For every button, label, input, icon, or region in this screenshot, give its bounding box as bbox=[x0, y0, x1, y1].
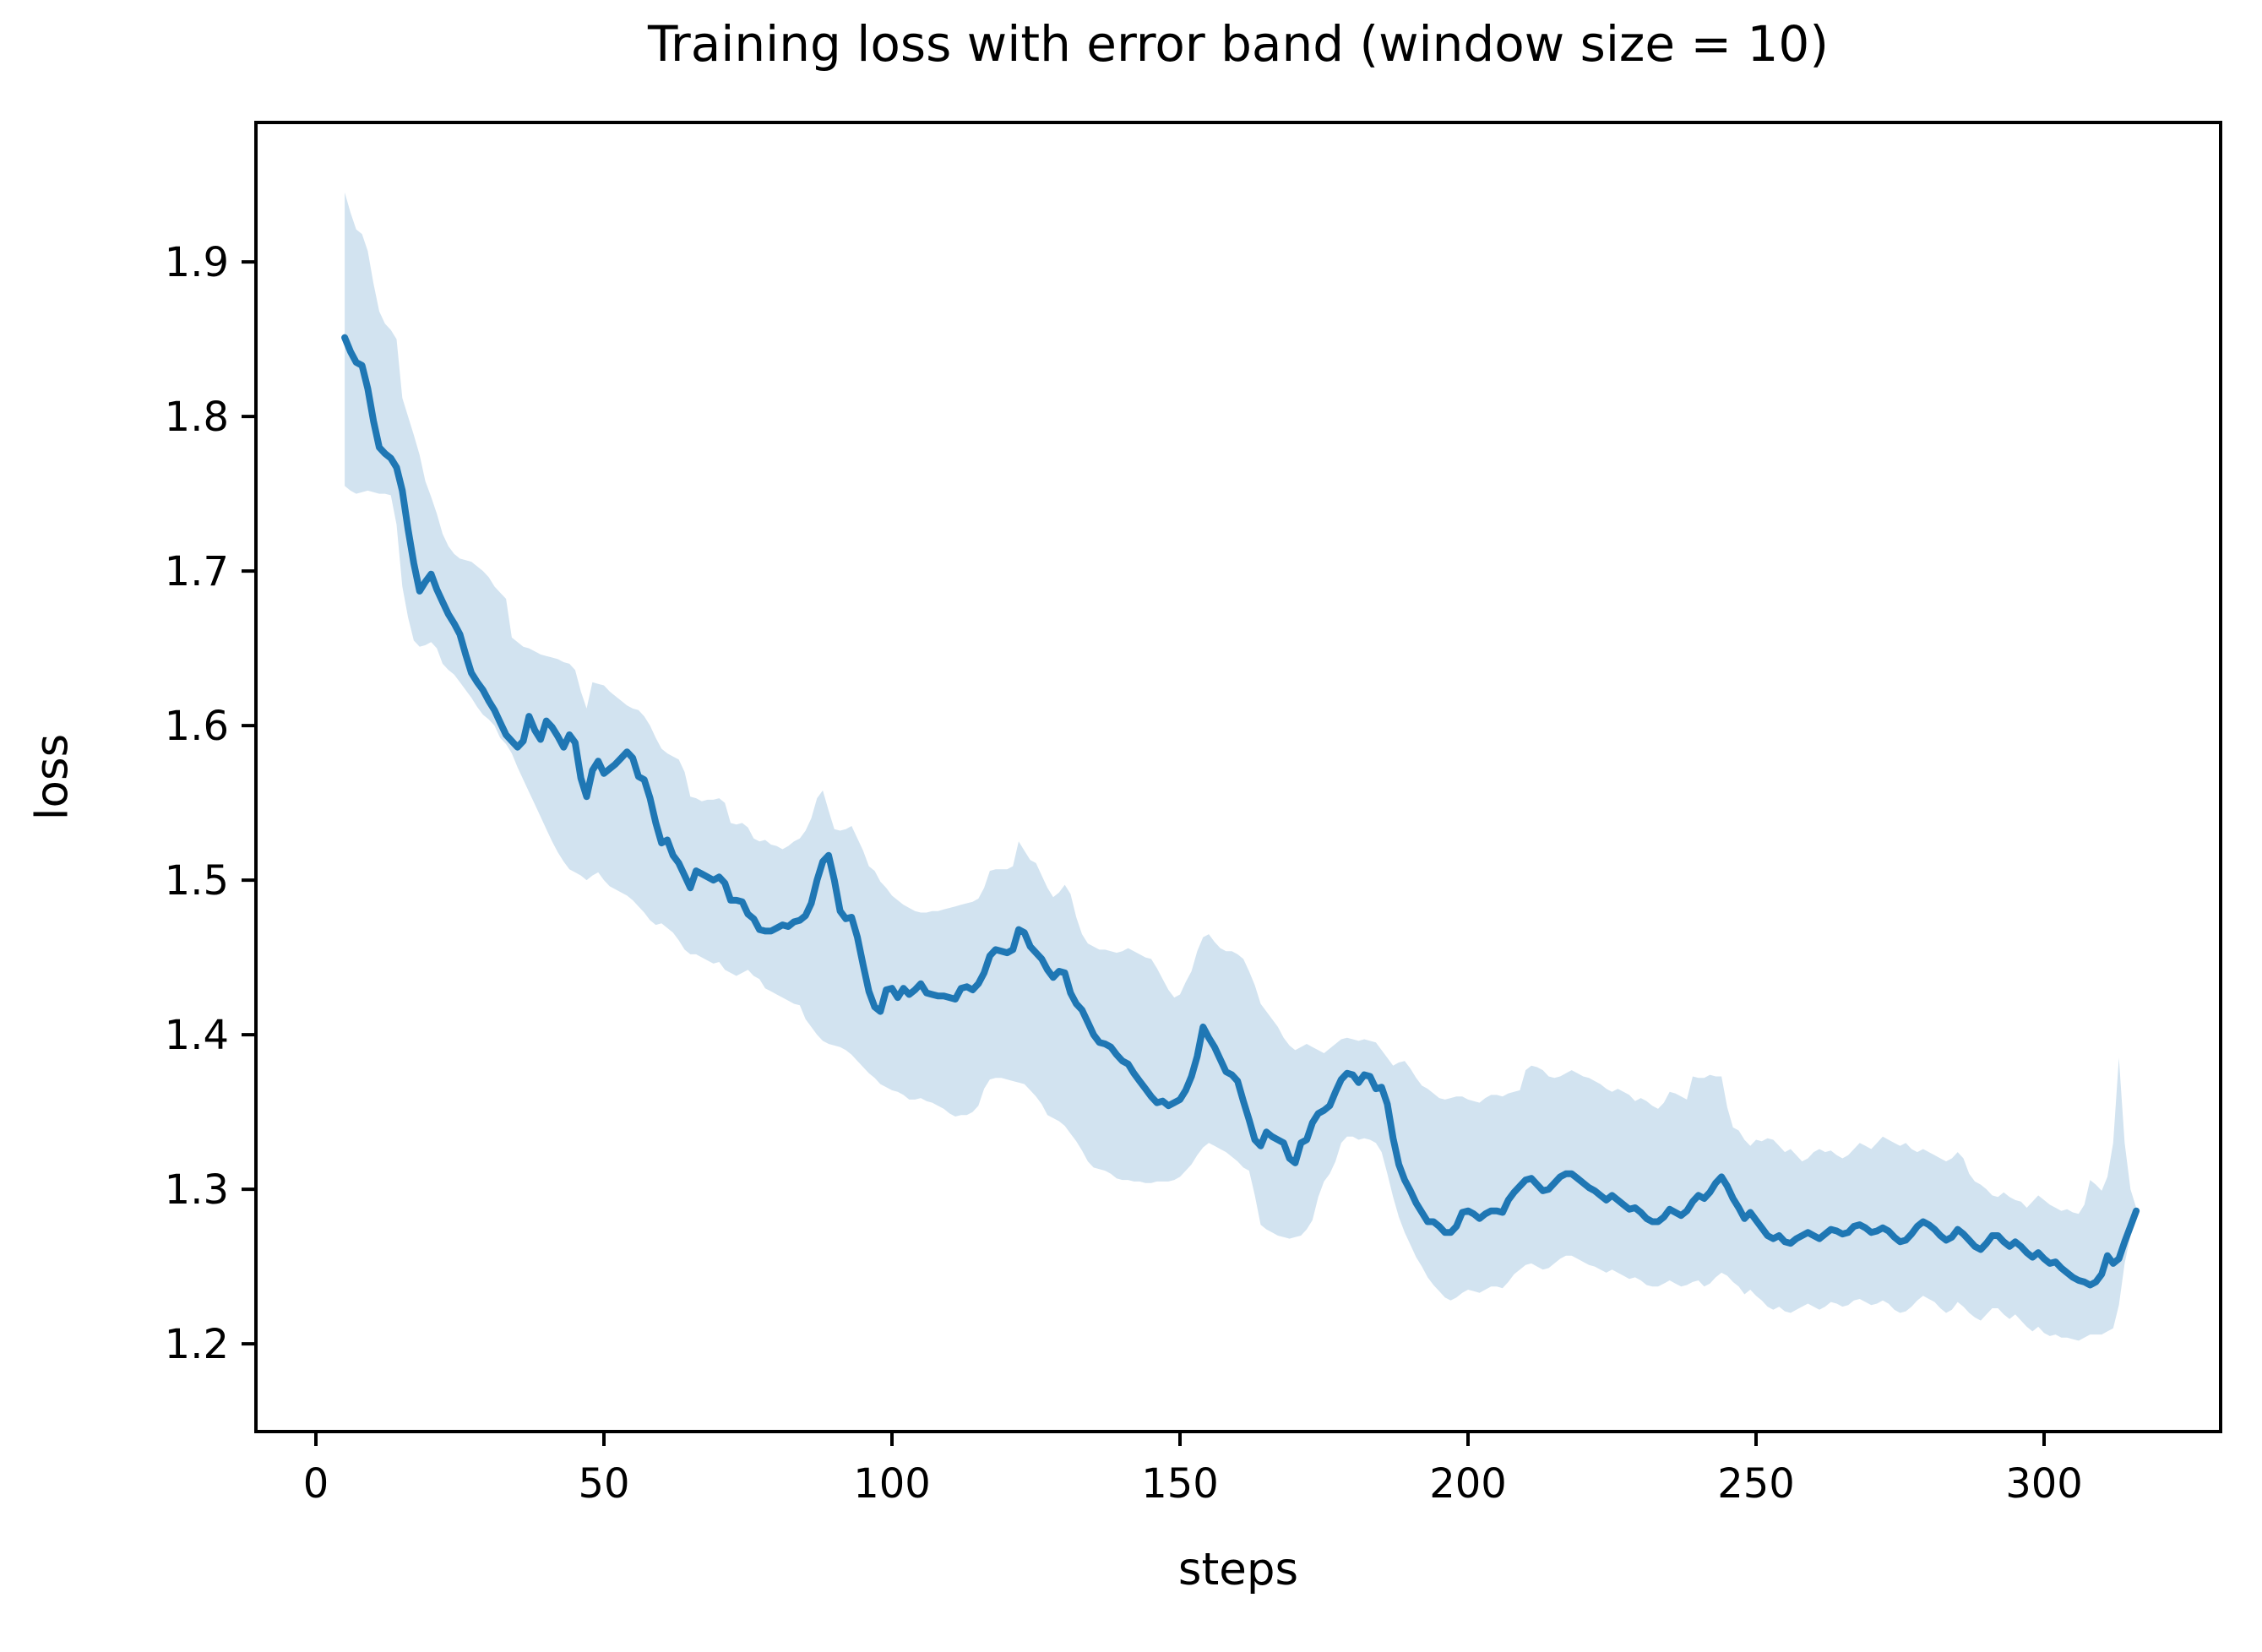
training-loss-line bbox=[341, 334, 2140, 1289]
axes-frame bbox=[254, 121, 2222, 1433]
y-tick-label: 1.6 bbox=[165, 703, 229, 750]
y-tick-label: 1.9 bbox=[165, 239, 229, 286]
x-tick-label: 150 bbox=[1141, 1460, 1219, 1508]
x-tick-label: 250 bbox=[1717, 1460, 1795, 1508]
y-tick-label: 1.7 bbox=[165, 548, 229, 595]
error-band-area bbox=[345, 192, 2137, 1341]
chart-title: Training loss with error band (window si… bbox=[648, 15, 1829, 73]
y-tick-label: 1.8 bbox=[165, 394, 229, 441]
x-tick-label: 0 bbox=[303, 1460, 329, 1508]
x-tick-label: 200 bbox=[1429, 1460, 1507, 1508]
x-tick-label: 50 bbox=[578, 1460, 629, 1508]
x-axis-label: steps bbox=[1177, 1544, 1299, 1595]
y-tick-label: 1.3 bbox=[165, 1166, 229, 1214]
x-tick-label: 100 bbox=[853, 1460, 931, 1508]
y-tick-label: 1.4 bbox=[165, 1012, 229, 1059]
x-tick-label: 300 bbox=[2005, 1460, 2083, 1508]
y-tick-label: 1.2 bbox=[165, 1321, 229, 1368]
y-tick-label: 1.5 bbox=[165, 857, 229, 905]
